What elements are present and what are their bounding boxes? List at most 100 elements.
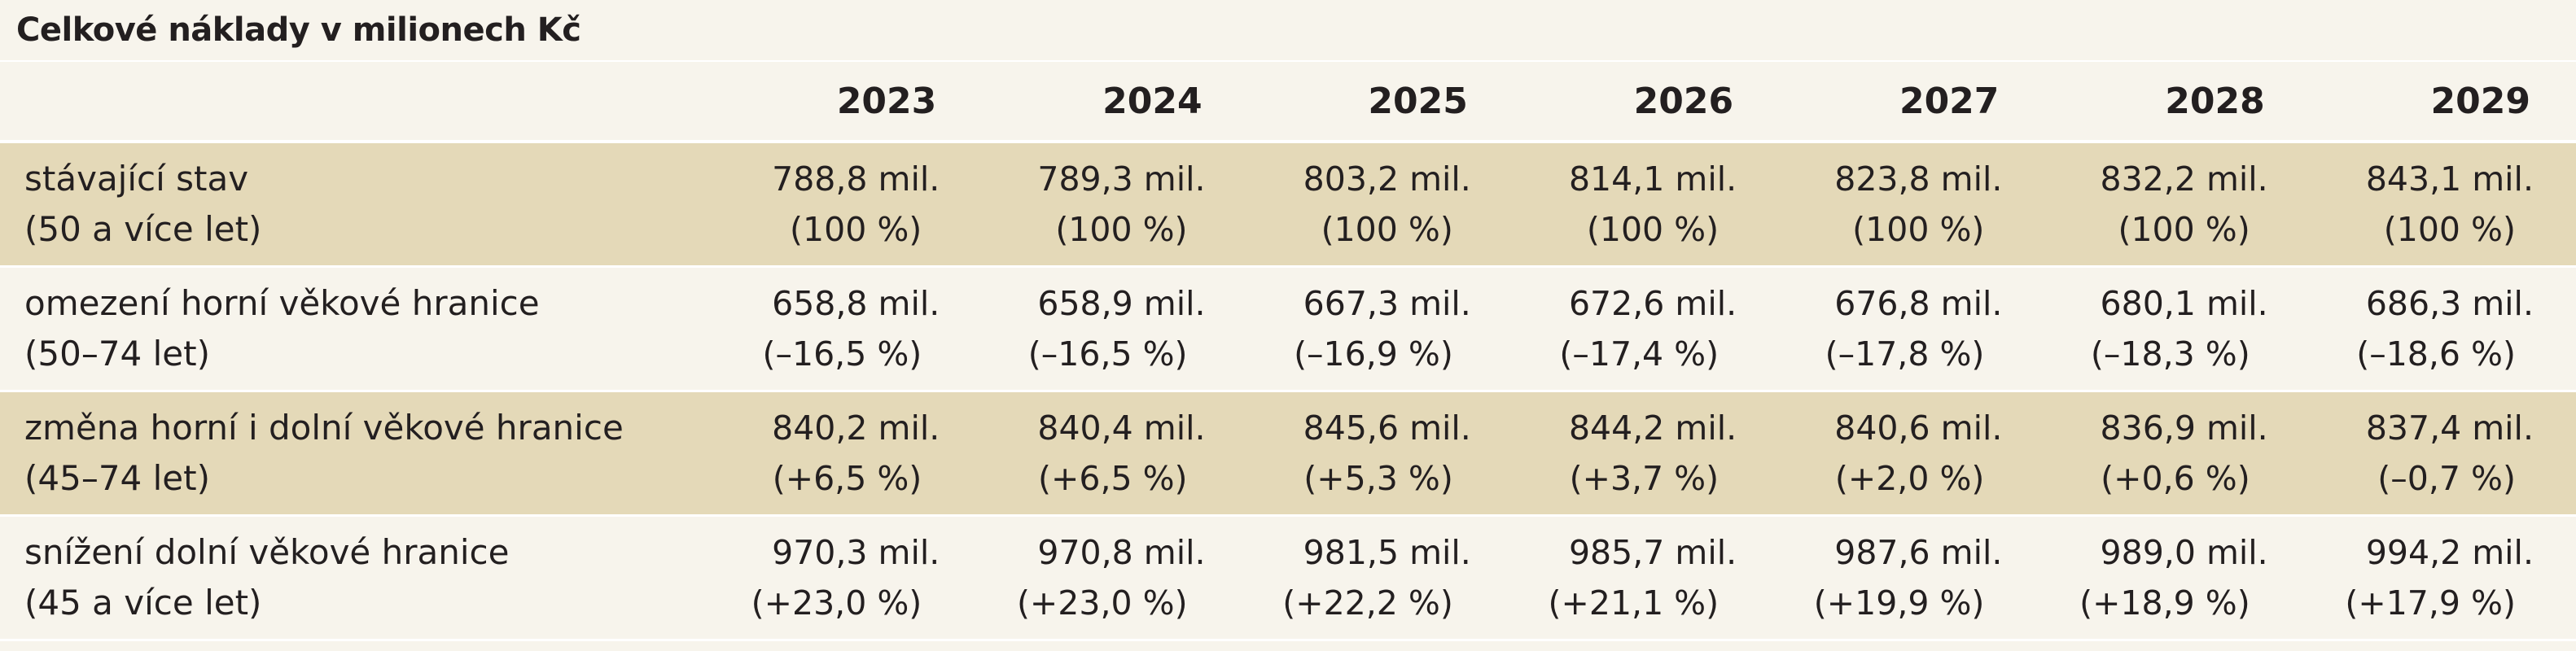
table-cell: 840,2 mil. (+6,5 %)	[716, 403, 982, 504]
year-header: 2023	[836, 80, 937, 122]
cost-value: 994,2 mil.	[2365, 533, 2534, 572]
cost-percent: (100 %)	[1852, 210, 1985, 249]
row-age-range: (45 a více let)	[24, 583, 262, 623]
year-header: 2026	[1633, 80, 1734, 122]
cost-value: 840,6 mil.	[1834, 409, 2003, 448]
table-row: omezení horní věkové hranice (50–74 let) 6…	[0, 268, 2576, 392]
table-cell: 680,1 mil. (–18,3 %)	[2044, 278, 2310, 379]
cost-value: 676,8 mil.	[1834, 284, 2003, 323]
row-name: snížení dolní věkové hranice	[24, 532, 510, 572]
cost-percent: (+17,9 %)	[2345, 583, 2516, 623]
cost-percent: (–18,6 %)	[2356, 334, 2516, 374]
table-cell: 845,6 mil. (+5,3 %)	[1248, 403, 1514, 504]
table-cell: 987,6 mil. (+19,9 %)	[1779, 527, 2044, 628]
table-cell: 843,1 mil. (100 %)	[2311, 154, 2576, 255]
cost-percent: (–16,9 %)	[1294, 334, 1453, 374]
row-name: omezení horní věkové hranice	[24, 283, 540, 323]
cost-percent: (100 %)	[790, 210, 922, 249]
cost-value: 667,3 mil.	[1303, 284, 1471, 323]
table-title: Celkové náklady v milionech Kč	[16, 11, 581, 49]
row-label: omezení horní věkové hranice (50–74 let)	[0, 278, 716, 379]
cost-value: 981,5 mil.	[1303, 533, 1471, 572]
cost-percent: (–17,4 %)	[1559, 334, 1720, 374]
year-header: 2027	[1899, 80, 2000, 122]
table-cell: 658,8 mil. (–16,5 %)	[716, 278, 982, 379]
table-row: změna horní i dolní věkové hranice (45–74…	[0, 392, 2576, 517]
cost-value: 823,8 mil.	[1834, 159, 2003, 199]
cost-percent: (+5,3 %)	[1303, 459, 1453, 498]
cost-value: 844,2 mil.	[1568, 409, 1737, 448]
cost-percent: (100 %)	[2383, 210, 2516, 249]
table-cell: 837,4 mil. (–0,7 %)	[2311, 403, 2576, 504]
table-cell: 686,3 mil. (–18,6 %)	[2311, 278, 2576, 379]
row-name: stávající stav	[24, 159, 249, 199]
row-label: snížení dolní věkové hranice (45 a více l…	[0, 527, 716, 628]
cost-value: 832,2 mil.	[2100, 159, 2268, 199]
table-cell: 985,7 mil. (+21,1 %)	[1514, 527, 1779, 628]
cost-value: 836,9 mil.	[2100, 409, 2268, 448]
cost-value: 789,3 mil.	[1037, 159, 1206, 199]
cost-value: 840,2 mil.	[772, 409, 940, 448]
cost-percent: (–18,3 %)	[2090, 334, 2250, 374]
cost-percent: (+23,0 %)	[751, 583, 922, 623]
row-age-range: (50–74 let)	[24, 334, 210, 374]
year-header: 2024	[1102, 80, 1203, 122]
row-age-range: (50 a více let)	[24, 209, 262, 249]
cost-value: 680,1 mil.	[2100, 284, 2268, 323]
cost-value: 658,8 mil.	[772, 284, 940, 323]
table-cell: 672,6 mil. (–17,4 %)	[1514, 278, 1779, 379]
cost-percent: (100 %)	[1321, 210, 1453, 249]
cost-value: 837,4 mil.	[2365, 409, 2534, 448]
cost-percent: (100 %)	[1586, 210, 1720, 249]
cost-percent: (+6,5 %)	[1038, 459, 1188, 498]
table-cell: 981,5 mil. (+22,2 %)	[1248, 527, 1514, 628]
cost-value: 686,3 mil.	[2365, 284, 2534, 323]
cost-percent: (+3,7 %)	[1569, 459, 1720, 498]
cost-value: 658,9 mil.	[1037, 284, 1206, 323]
table-cell: 970,3 mil. (+23,0 %)	[716, 527, 982, 628]
cost-value: 970,8 mil.	[1037, 533, 1206, 572]
table-cell: 676,8 mil. (–17,8 %)	[1779, 278, 2044, 379]
cost-value: 840,4 mil.	[1037, 409, 1206, 448]
table-row: stávající stav (50 a více let) 788,8 mil. (…	[0, 143, 2576, 268]
year-header: 2025	[1368, 80, 1468, 122]
table-title-row: Celkové náklady v milionech Kč	[0, 0, 2576, 62]
cost-percent: (–0,7 %)	[2377, 459, 2516, 498]
cost-percent: (100 %)	[1055, 210, 1188, 249]
table-cell: 840,4 mil. (+6,5 %)	[982, 403, 1247, 504]
table-cell: 667,3 mil. (–16,9 %)	[1248, 278, 1514, 379]
cost-percent: (–16,5 %)	[762, 334, 922, 374]
table-cell: 789,3 mil. (100 %)	[982, 154, 1247, 255]
cost-percent: (+2,0 %)	[1834, 459, 1985, 498]
table-cell: 840,6 mil. (+2,0 %)	[1779, 403, 2044, 504]
cost-value: 843,1 mil.	[2365, 159, 2534, 199]
year-header-row: 2023 2024 2025 2026 2027 2028 2029	[0, 62, 2576, 143]
table-cell: 803,2 mil. (100 %)	[1248, 154, 1514, 255]
cost-percent: (+0,6 %)	[2101, 459, 2250, 498]
cost-value: 985,7 mil.	[1568, 533, 1737, 572]
table-cell: 788,8 mil. (100 %)	[716, 154, 982, 255]
table-cell: 832,2 mil. (100 %)	[2044, 154, 2310, 255]
cost-value: 845,6 mil.	[1303, 409, 1471, 448]
cost-value: 970,3 mil.	[772, 533, 940, 572]
table-cell: 970,8 mil. (+23,0 %)	[982, 527, 1247, 628]
cost-value: 788,8 mil.	[772, 159, 940, 199]
cost-value: 987,6 mil.	[1834, 533, 2003, 572]
year-header: 2029	[2430, 80, 2530, 122]
row-age-range: (45–74 let)	[24, 458, 210, 498]
table-row: snížení dolní věkové hranice (45 a více l…	[0, 517, 2576, 641]
cost-percent: (–16,5 %)	[1027, 334, 1188, 374]
cost-percent: (+22,2 %)	[1282, 583, 1453, 623]
cost-value: 989,0 mil.	[2100, 533, 2268, 572]
table-cell: 658,9 mil. (–16,5 %)	[982, 278, 1247, 379]
year-header: 2028	[2165, 80, 2265, 122]
cost-value: 803,2 mil.	[1303, 159, 1471, 199]
cost-percent: (+18,9 %)	[2079, 583, 2250, 623]
row-name: změna horní i dolní věkové hranice	[24, 408, 624, 448]
cost-percent: (+19,9 %)	[1813, 583, 1985, 623]
table-cell: 989,0 mil. (+18,9 %)	[2044, 527, 2310, 628]
cost-percent: (–17,8 %)	[1825, 334, 1985, 374]
table-cell: 836,9 mil. (+0,6 %)	[2044, 403, 2310, 504]
cost-percent: (100 %)	[2118, 210, 2250, 249]
